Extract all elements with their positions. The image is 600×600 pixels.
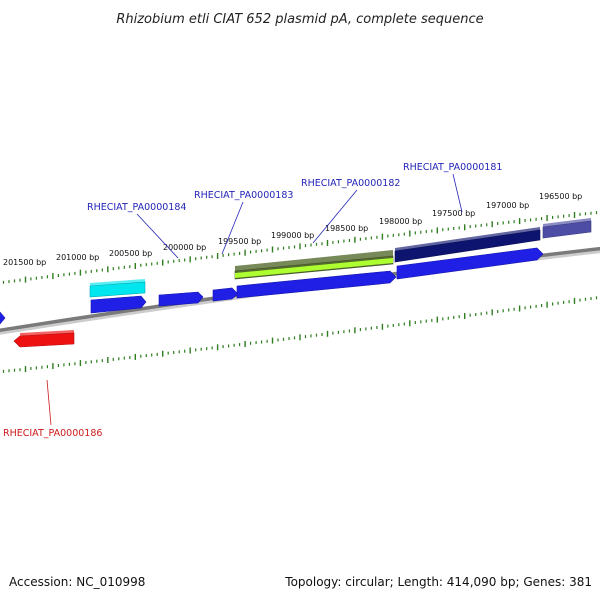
gene-arrow[interactable] <box>158 291 204 307</box>
tick-label: 200500 bp <box>109 249 152 258</box>
tick-labels: 201500 bp 201000 bp 200500 bp 200000 bp … <box>3 192 582 267</box>
gene-arrow[interactable] <box>236 270 397 299</box>
gene-arrow[interactable] <box>396 247 544 280</box>
gene-arrow-red[interactable] <box>13 330 75 348</box>
tick-label: 200000 bp <box>163 243 206 252</box>
tick-label: 198000 bp <box>379 217 422 226</box>
gene-arrow[interactable] <box>90 295 147 314</box>
gene-label-pa0000183[interactable]: RHECIAT_PA0000183 <box>194 190 293 201</box>
feature-track <box>0 218 592 348</box>
accession-text: Accession: NC_010998 <box>9 575 145 589</box>
tick-label: 199500 bp <box>218 237 261 246</box>
tick-label: 201500 bp <box>3 258 46 267</box>
gene-feature-olive[interactable] <box>234 250 394 280</box>
tick-label: 201000 bp <box>56 253 99 262</box>
tick-label: 196500 bp <box>539 192 582 201</box>
gene-label-pa0000184[interactable]: RHECIAT_PA0000184 <box>87 202 186 213</box>
gene-feature-highlight <box>235 258 393 278</box>
tick-row-upper <box>2 211 598 284</box>
gene-label-pa0000181[interactable]: RHECIAT_PA0000181 <box>403 162 502 173</box>
tick-row-lower <box>2 296 598 373</box>
gene-arrow[interactable] <box>212 287 239 302</box>
gene-feature-slate[interactable] <box>542 218 592 239</box>
tick-label: 197000 bp <box>486 201 529 210</box>
gene-label-pa0000182[interactable]: RHECIAT_PA0000182 <box>301 178 400 189</box>
tick-label: 199000 bp <box>271 231 314 240</box>
gene-arrow[interactable] <box>0 311 6 325</box>
gene-feature-navy[interactable] <box>394 227 541 263</box>
gene-label-pa0000186[interactable]: RHECIAT_PA0000186 <box>3 428 102 439</box>
tick-label: 198500 bp <box>325 224 368 233</box>
map-title: Rhizobium etli CIAT 652 plasmid pA, comp… <box>116 12 483 27</box>
gene-feature-cyan[interactable] <box>89 279 146 298</box>
gene-callouts: RHECIAT_PA0000184 RHECIAT_PA0000183 RHEC… <box>3 162 502 439</box>
topology-summary: Topology: circular; Length: 414,090 bp; … <box>284 575 592 589</box>
tick-label: 197500 bp <box>432 209 475 218</box>
